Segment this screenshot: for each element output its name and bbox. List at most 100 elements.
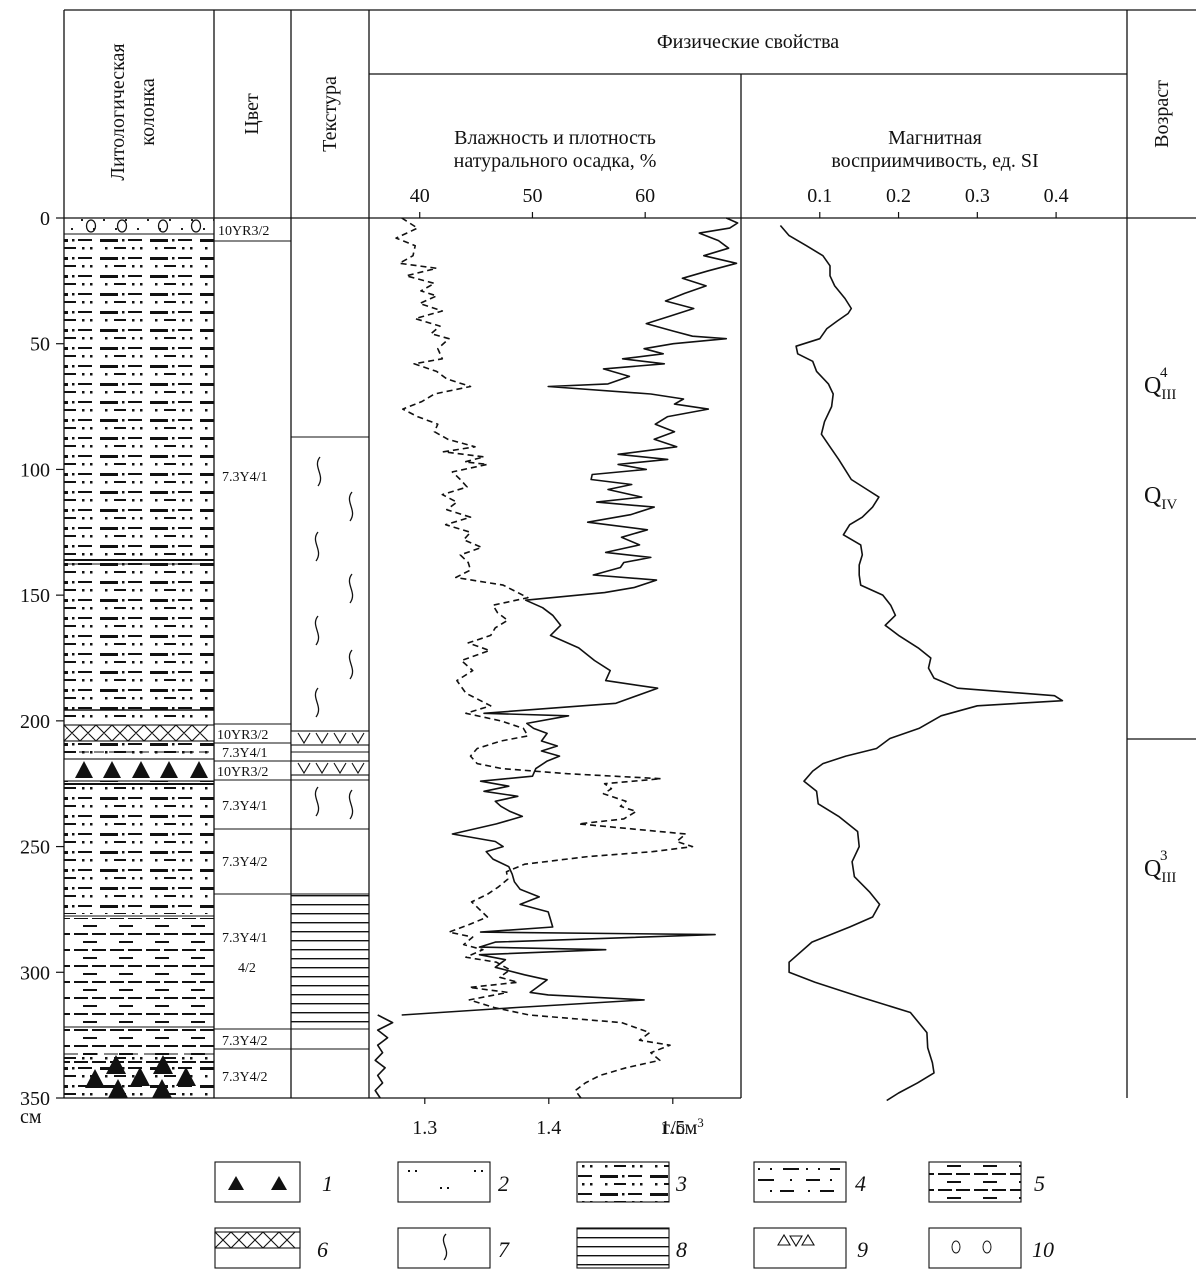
legend-number: 5 [1034, 1171, 1045, 1196]
legend-number: 8 [676, 1237, 687, 1262]
litho-layer-gravel [64, 218, 214, 234]
color-label: 7.3Y4/2 [222, 855, 268, 870]
mag-top-tick-label: 0.2 [886, 185, 911, 207]
density-bottom-tick-label: 1.5 [660, 1117, 685, 1139]
moisture-dashed-line [395, 217, 694, 1099]
legend-item-bioturbation [397, 1227, 491, 1269]
moisture-top-tick-label: 50 [522, 185, 542, 207]
moisture-solid-line [401, 217, 739, 1016]
moisture-density-chart: Влажность и плотность натурального осадк… [374, 127, 739, 1139]
svg-text:QIII: QIII [1144, 856, 1176, 886]
color-label: 10YR3/2 [218, 224, 269, 239]
depth-tick-label: 350 [20, 1088, 50, 1110]
age-column-title: Возраст [1151, 80, 1173, 148]
legend-item-silty-sand [576, 1161, 670, 1203]
texture-laminated [291, 894, 369, 1030]
density-line [374, 1014, 394, 1099]
color-label: 7.3Y4/1 [222, 931, 268, 946]
svg-text:QIV: QIV [1144, 483, 1177, 513]
age-q3-4: QIII 4 [1144, 365, 1176, 403]
lithology-column-title-1: Литологическая [107, 43, 129, 180]
age-q3-4-sup: 4 [1160, 365, 1168, 381]
depth-tick-label: 250 [20, 837, 50, 859]
triangle-symbols-2 [85, 1055, 196, 1098]
litho-layer-silty-1 [64, 237, 214, 802]
depth-axis: 0 50 100 150 200 250 300 350 [20, 208, 64, 1110]
legend-item-clay [928, 1161, 1022, 1203]
legend-number: 9 [857, 1237, 868, 1262]
depth-unit-label: см [20, 1106, 42, 1128]
magnetic-susceptibility-chart: Магнитная восприимчивость, ед. SI 0.1 0.2… [779, 127, 1069, 1102]
legend-number: 7 [498, 1237, 510, 1262]
color-column [214, 240, 291, 1050]
age-q3-3: QIII 3 [1144, 848, 1176, 886]
mag-chart-title-2: восприимчивость, ед. SI [831, 150, 1038, 172]
texture-volcanic-band-1 [290, 730, 370, 746]
lithology-column-title-2: колонка [137, 78, 159, 146]
texture-triangles-2 [297, 762, 365, 775]
volcanic-x-pattern [63, 724, 209, 742]
legend-item-laminated [576, 1227, 670, 1269]
litho-layer-silty-2 [64, 784, 214, 914]
litho-layer-clay [64, 918, 214, 1068]
legend-number: 6 [317, 1237, 328, 1262]
mag-series-group [779, 224, 1064, 1102]
density-bottom-tick-label: 1.4 [536, 1117, 561, 1139]
svg-text:QIII: QIII [1144, 373, 1176, 403]
triangle-symbols-1 [75, 761, 208, 778]
moisture-chart-title-1: Влажность и плотность [454, 127, 656, 149]
mag-top-tick-label: 0.3 [965, 185, 990, 207]
depth-tick-label: 200 [20, 711, 50, 733]
density-bottom-tick-label: 1.3 [412, 1117, 437, 1139]
legend-item-sandy-silt [753, 1161, 847, 1203]
color-label: 10YR3/2 [217, 765, 268, 780]
table-frame [63, 9, 1196, 1099]
depth-tick-label: 100 [20, 459, 50, 481]
depth-tick-label: 300 [20, 962, 50, 984]
color-column-title: Цвет [241, 93, 263, 135]
moisture-series-group [374, 217, 739, 1099]
litho-layer-volcanic [63, 724, 215, 742]
color-label: 7.3Y4/1 [222, 799, 268, 814]
texture-column [290, 436, 370, 1050]
texture-column-title: Текстура [319, 76, 341, 152]
color-label: 7.3Y4/2 [222, 1070, 268, 1085]
legend-item-volcanic [214, 1227, 301, 1269]
moisture-top-axis: 40 50 60 [410, 185, 655, 218]
depth-tick-label: 50 [30, 334, 50, 356]
moisture-top-tick-label: 40 [410, 185, 430, 207]
legend [214, 1161, 1022, 1269]
color-label: 7.3Y4/1 [222, 746, 268, 761]
legend-number: 10 [1032, 1237, 1054, 1262]
gravel-symbols [85, 219, 202, 233]
depth-tick-label: 0 [40, 208, 50, 230]
age-q3-3-sup: 3 [1160, 848, 1168, 864]
legend-number: 3 [675, 1171, 687, 1196]
physical-properties-title: Физические свойства [657, 31, 839, 53]
legend-item-gravel [928, 1227, 1022, 1269]
mag-chart-title-1: Магнитная [888, 127, 982, 149]
moisture-chart-title-2: натурального осадка, % [454, 150, 657, 172]
depth-tick-label: 150 [20, 585, 50, 607]
legend-number: 4 [855, 1171, 866, 1196]
color-label: 7.3Y4/2 [222, 1034, 268, 1049]
legend-item-triangles [214, 1161, 301, 1203]
legend-item-volcanic-triangles [753, 1227, 847, 1269]
lithology-column [63, 218, 215, 1098]
mag-susceptibility-line [779, 224, 1064, 1102]
moisture-top-tick-label: 60 [635, 185, 655, 207]
mag-top-tick-label: 0.4 [1044, 185, 1069, 207]
density-bottom-axis: 1.3 1.4 1.5 [412, 1098, 685, 1139]
texture-triangles-1 [297, 732, 365, 745]
texture-volcanic-band-2 [290, 760, 370, 776]
color-label: 4/2 [238, 961, 256, 976]
legend-number: 1 [322, 1171, 333, 1196]
bioturbation-symbols [314, 456, 354, 820]
age-q4: QIV [1144, 483, 1177, 513]
legend-item-sand [397, 1161, 491, 1203]
mag-top-axis: 0.1 0.2 0.3 0.4 [807, 185, 1069, 218]
legend-number: 2 [498, 1171, 509, 1196]
color-label: 10YR3/2 [217, 728, 268, 743]
color-label: 7.3Y4/1 [222, 470, 268, 485]
